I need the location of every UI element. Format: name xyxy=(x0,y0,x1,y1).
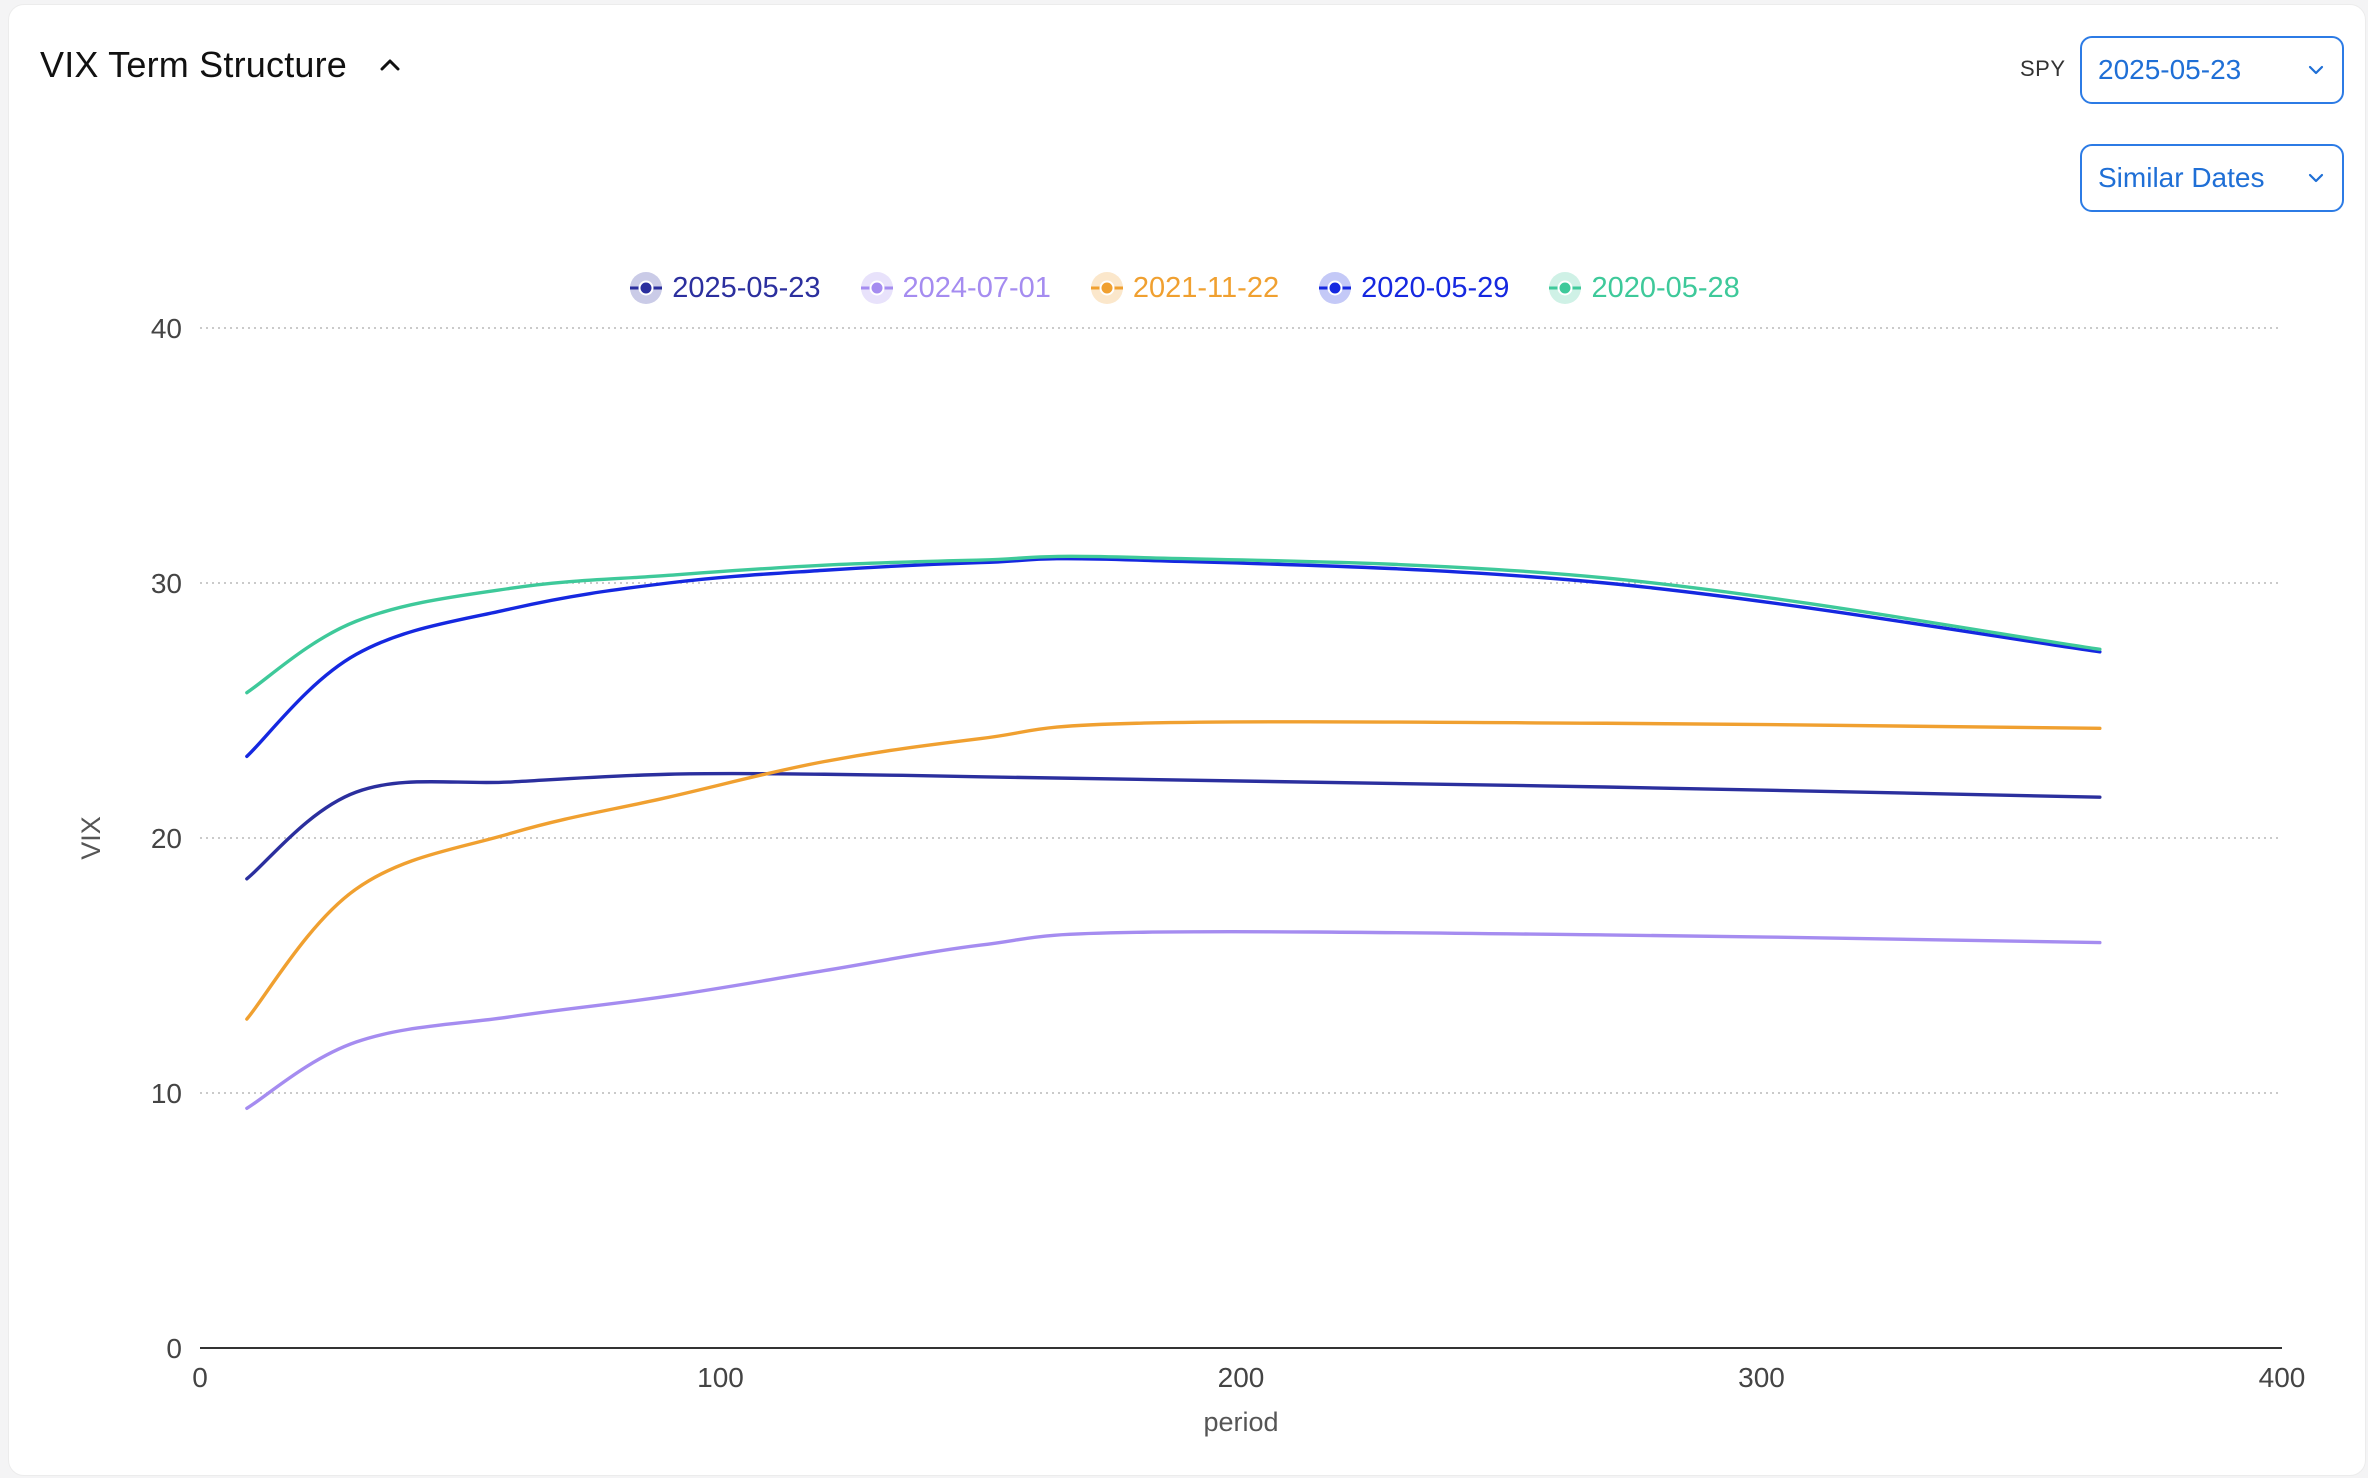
legend-marker-icon xyxy=(1549,272,1582,304)
x-tick-label: 400 xyxy=(2259,1362,2306,1393)
chart-card xyxy=(8,4,2366,1476)
legend-label: 2020-05-29 xyxy=(1361,271,1510,304)
card-header: VIX Term Structure xyxy=(40,44,407,86)
x-tick-label: 100 xyxy=(697,1362,744,1393)
date-select[interactable]: 2025-05-23 xyxy=(2080,36,2344,104)
legend-label: 2020-05-28 xyxy=(1591,271,1740,304)
y-axis-title: VIX xyxy=(76,816,106,860)
series-line-2020-05-28 xyxy=(245,554,2102,695)
y-tick-label: 10 xyxy=(151,1078,182,1109)
legend-item[interactable]: 2024-07-01 xyxy=(859,270,1051,306)
legend-label: 2021-11-22 xyxy=(1132,271,1280,304)
series-line-2024-07-01 xyxy=(245,930,2102,1110)
page-title: VIX Term Structure xyxy=(40,44,348,85)
series-line-2025-05-23 xyxy=(245,771,2102,881)
date-select-value: 2025-05-23 xyxy=(2098,54,2242,85)
legend-item[interactable]: 2020-05-29 xyxy=(1317,270,1509,306)
collapse-button[interactable] xyxy=(373,48,407,82)
legend-marker-icon xyxy=(860,272,893,304)
y-tick-label: 0 xyxy=(166,1333,182,1364)
y-tick-label: 30 xyxy=(151,568,182,599)
comparison-mode-value: Similar Dates xyxy=(2098,162,2265,193)
chevron-down-icon xyxy=(2308,173,2324,183)
chevron-up-icon xyxy=(380,59,400,71)
legend-item[interactable]: 2021-11-22 xyxy=(1089,270,1279,306)
x-tick-label: 300 xyxy=(1738,1362,1785,1393)
x-tick-label: 0 xyxy=(192,1362,208,1393)
ticker-label: SPY xyxy=(2020,56,2066,81)
legend-item[interactable]: 2025-05-23 xyxy=(628,270,821,306)
x-axis-title: period xyxy=(1203,1407,1278,1437)
chevron-down-icon xyxy=(2308,65,2324,75)
legend-marker-icon xyxy=(630,272,663,304)
x-tick-label: 200 xyxy=(1218,1362,1265,1393)
series-line-2020-05-29 xyxy=(245,556,2102,759)
legend-marker-icon xyxy=(1319,272,1352,304)
legend-item[interactable]: 2020-05-28 xyxy=(1547,270,1740,306)
legend-label: 2025-05-23 xyxy=(672,271,821,304)
legend-label: 2024-07-01 xyxy=(902,271,1051,304)
chart-legend: 2025-05-23 2024-07-01 2021-11-22 2020-05-29… xyxy=(0,268,2368,308)
legend-marker-icon xyxy=(1090,272,1123,304)
y-tick-label: 40 xyxy=(151,313,182,344)
comparison-mode-select[interactable]: Similar Dates xyxy=(2080,144,2344,212)
y-tick-label: 20 xyxy=(151,823,182,854)
series-line-2021-11-22 xyxy=(245,720,2102,1021)
